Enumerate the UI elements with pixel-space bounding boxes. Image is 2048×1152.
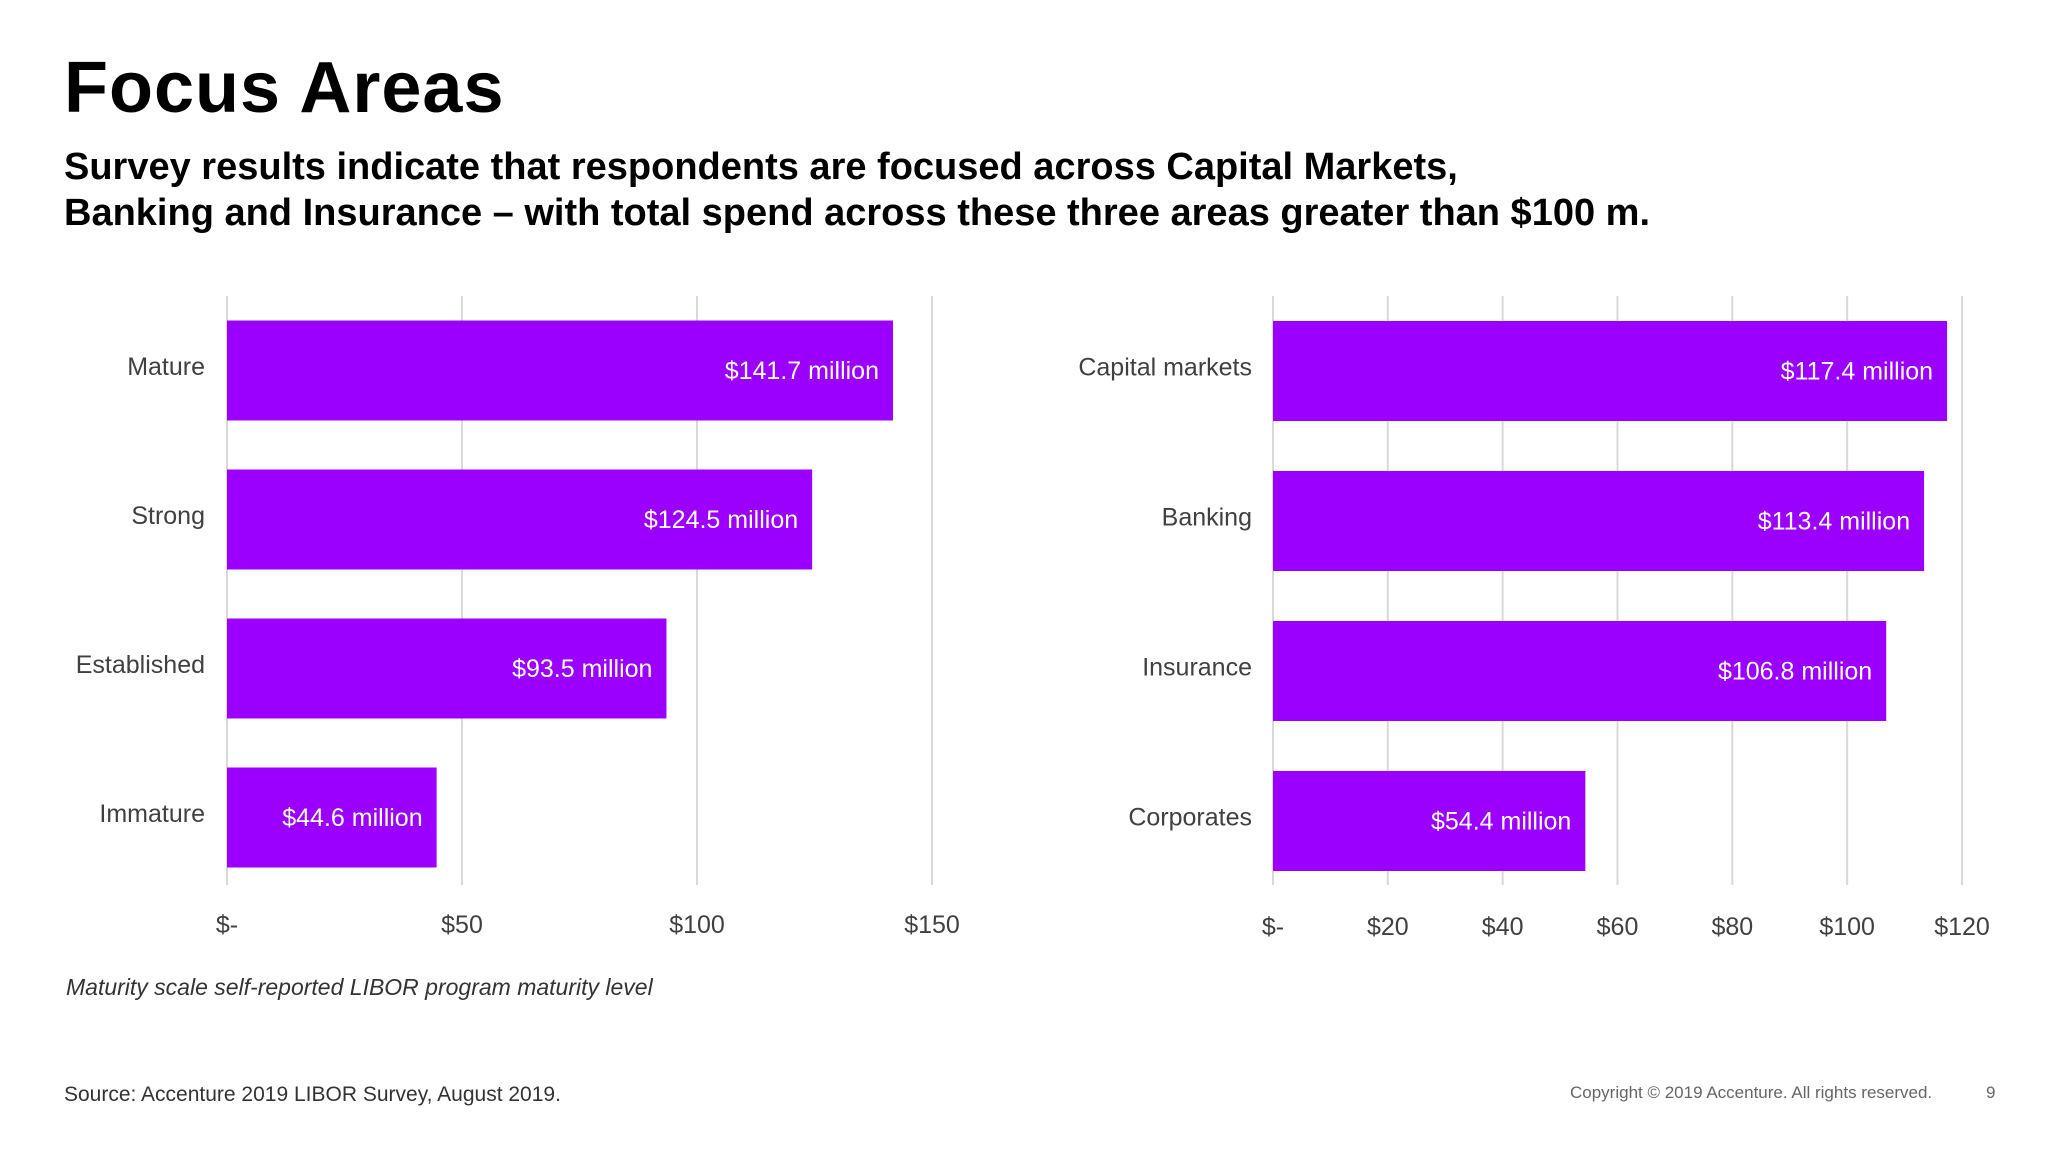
right-x-tick-label: $80	[1711, 913, 1753, 941]
right-x-tick-label: $120	[1934, 913, 1990, 941]
left-x-tick-label: $100	[669, 911, 725, 939]
right-bar	[1273, 771, 1586, 871]
right-category-label: Capital markets	[1078, 354, 1252, 382]
source-note: Source: Accenture 2019 LIBOR Survey, Aug…	[64, 1083, 561, 1106]
left-category-label: Mature	[127, 353, 205, 381]
right-value-label: $106.8 million	[1718, 658, 1872, 686]
right-x-tick-label: $100	[1819, 913, 1875, 941]
right-bar	[1273, 471, 1925, 571]
left-value-label: $93.5 million	[512, 655, 652, 683]
maturity-footnote: Maturity scale self-reported LIBOR progr…	[66, 974, 653, 1000]
left-bar	[227, 469, 813, 570]
left-value-label: $44.6 million	[282, 804, 422, 832]
right-x-tick-label: $-	[1262, 913, 1284, 941]
page-number: 9	[1986, 1083, 1996, 1102]
right-x-tick-label: $20	[1367, 913, 1409, 941]
right-value-label: $113.4 million	[1758, 508, 1910, 536]
right-category-label: Corporates	[1128, 804, 1252, 832]
subtitle-line-1: Survey results indicate that respondents…	[64, 146, 1458, 188]
left-category-label: Strong	[131, 502, 205, 530]
left-chart: $- $50 $100 $150 Mature $141.7 million Strong $…	[76, 296, 960, 939]
left-bar	[227, 767, 437, 868]
page-subtitle: Survey results indicate that respondents…	[64, 144, 1964, 236]
left-x-tick-label: $150	[904, 911, 960, 939]
subtitle-line-2: Banking and Insurance – with total spend…	[64, 192, 1650, 234]
right-category-label: Banking	[1162, 504, 1252, 532]
left-category-label: Established	[76, 651, 205, 679]
right-chart: $- $20 $40 $60 $80 $100 $120 Capital markets $11…	[1078, 296, 1990, 941]
page-title: Focus Areas	[64, 48, 505, 128]
left-bar	[227, 320, 893, 421]
right-x-tick-label: $40	[1482, 913, 1524, 941]
left-bar	[227, 618, 667, 719]
left-value-label: $141.7 million	[725, 357, 879, 385]
right-value-label: $117.4 million	[1781, 358, 1933, 386]
right-category-label: Insurance	[1142, 654, 1252, 682]
right-bar	[1273, 621, 1887, 721]
left-x-tick-label: $50	[441, 911, 483, 939]
copyright-notice: Copyright © 2019 Accenture. All rights r…	[1570, 1083, 1933, 1102]
left-value-label: $124.5 million	[644, 506, 798, 534]
right-x-tick-label: $60	[1597, 913, 1639, 941]
left-category-label: Immature	[99, 800, 205, 828]
left-x-tick-label: $-	[216, 911, 238, 939]
right-value-label: $54.4 million	[1431, 808, 1571, 836]
right-bar	[1273, 321, 1948, 421]
